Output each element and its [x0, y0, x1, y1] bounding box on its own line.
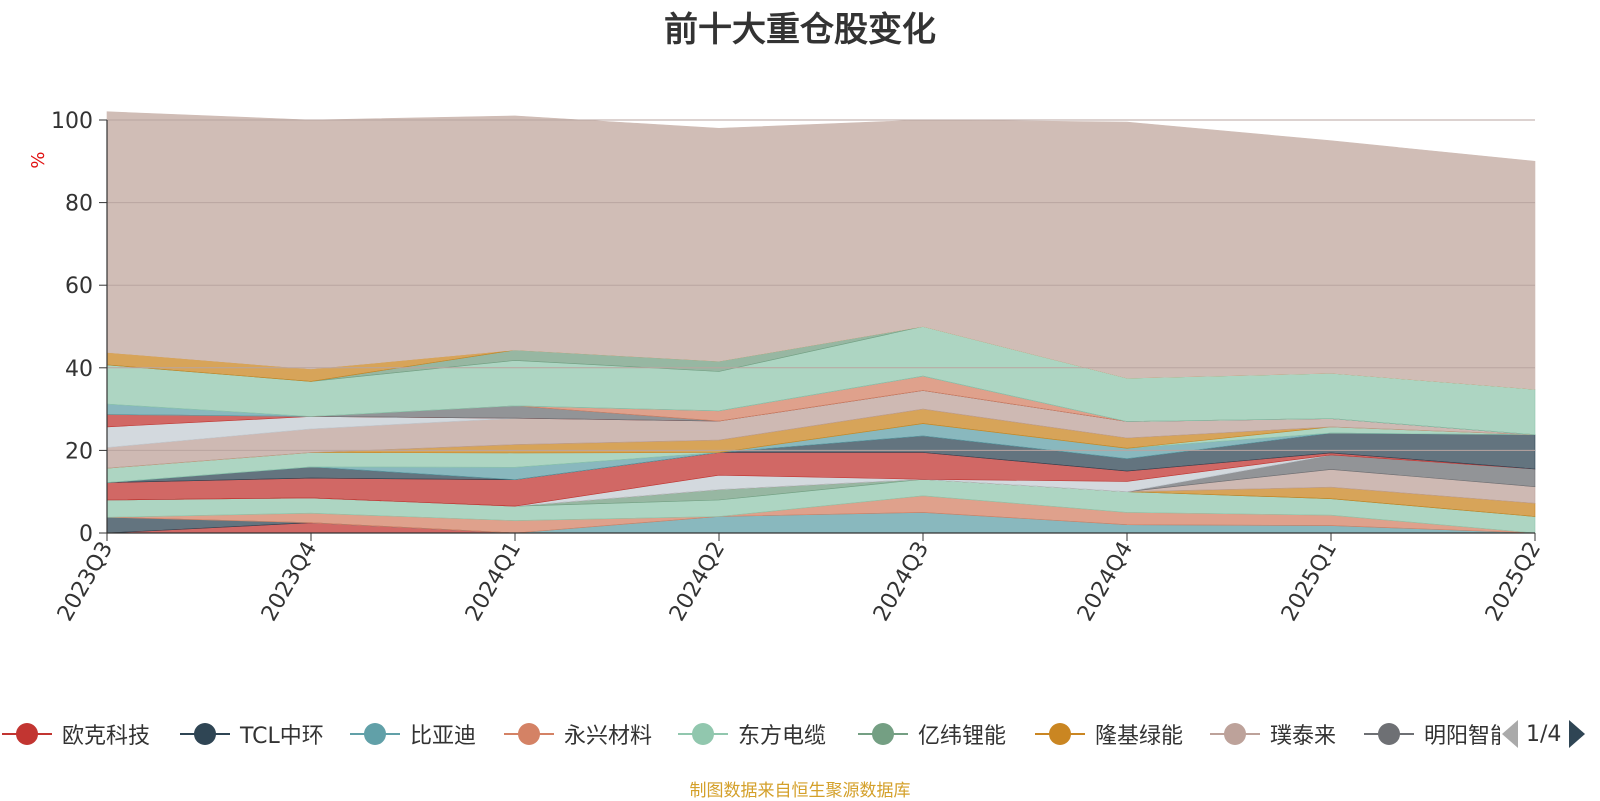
legend-item-8[interactable]: 明阳智能 [1362, 714, 1512, 754]
y-tick-label-3: 60 [65, 274, 93, 299]
x-tick-label-7: 2025Q2 [1481, 538, 1546, 626]
x-tick-label-6: 2025Q1 [1277, 538, 1342, 626]
legend-marker-icon [350, 723, 400, 745]
legend-marker-icon [1035, 723, 1085, 745]
legend-item-0[interactable]: 欧克科技 [0, 714, 150, 754]
legend-label: 欧克科技 [62, 724, 151, 749]
x-tick-label-5: 2024Q4 [1073, 538, 1138, 626]
y-tick-label-2: 40 [65, 357, 93, 382]
x-tick-label-2: 2024Q1 [461, 538, 526, 626]
chart-title: 前十大重仓股变化 [664, 10, 936, 50]
legend-label: 亿纬锂能 [918, 724, 1007, 749]
legend-label: 璞泰来 [1270, 724, 1337, 749]
legend-label: 比亚迪 [410, 724, 477, 749]
stacked-areas [106, 111, 1536, 534]
legend-label: TCL中环 [240, 724, 324, 749]
y-tick-label-0: 0 [79, 522, 93, 547]
legend-label: 隆基绿能 [1095, 724, 1184, 749]
y-tick-label-4: 80 [65, 192, 93, 217]
legend-marker-icon [1364, 723, 1414, 745]
legend-prev-page-icon[interactable] [1502, 720, 1518, 748]
x-tick-label-0: 2023Q3 [53, 538, 118, 626]
legend-marker-icon [858, 723, 908, 745]
legend-item-4[interactable]: 东方电缆 [676, 714, 826, 754]
legend-page-indicator: 1/4 [1526, 721, 1562, 747]
legend-marker-icon [504, 723, 554, 745]
y-tick-label-5: 100 [51, 109, 93, 134]
legend-item-7[interactable]: 璞泰来 [1208, 714, 1336, 754]
legend-label: 明阳智能 [1424, 724, 1513, 749]
legend-marker-icon [1210, 723, 1260, 745]
legend-label: 东方电缆 [738, 724, 827, 749]
y-tick-label-1: 20 [65, 439, 93, 464]
x-tick-label-1: 2023Q4 [257, 538, 322, 626]
legend-item-3[interactable]: 永兴材料 [502, 714, 652, 754]
legend-next-page-icon[interactable] [1569, 720, 1586, 748]
legend-marker-icon [2, 723, 52, 745]
x-tick-label-4: 2024Q3 [869, 538, 934, 626]
legend-marker-icon [678, 723, 728, 745]
x-tick-label-3: 2024Q2 [665, 538, 730, 626]
legend-pager: 1/4 [1500, 714, 1600, 754]
legend-item-6[interactable]: 隆基绿能 [1033, 714, 1183, 754]
gridlines [107, 119, 1535, 451]
y-axis-label: % [28, 151, 49, 168]
area-series-25 [106, 111, 1536, 390]
legend-item-5[interactable]: 亿纬锂能 [856, 714, 1006, 754]
legend-item-2[interactable]: 比亚迪 [348, 714, 476, 754]
data-source-note: 制图数据来自恒生聚源数据库 [689, 781, 911, 801]
legend-label: 永兴材料 [564, 724, 653, 749]
legend-item-1[interactable]: TCL中环 [178, 714, 324, 754]
legend-marker-icon [180, 723, 230, 745]
legend: 欧克科技 TCL中环 比亚迪 永兴材料 东方电缆 亿纬锂能 隆基绿能 璞泰来 明阳智能 [0, 714, 1600, 754]
